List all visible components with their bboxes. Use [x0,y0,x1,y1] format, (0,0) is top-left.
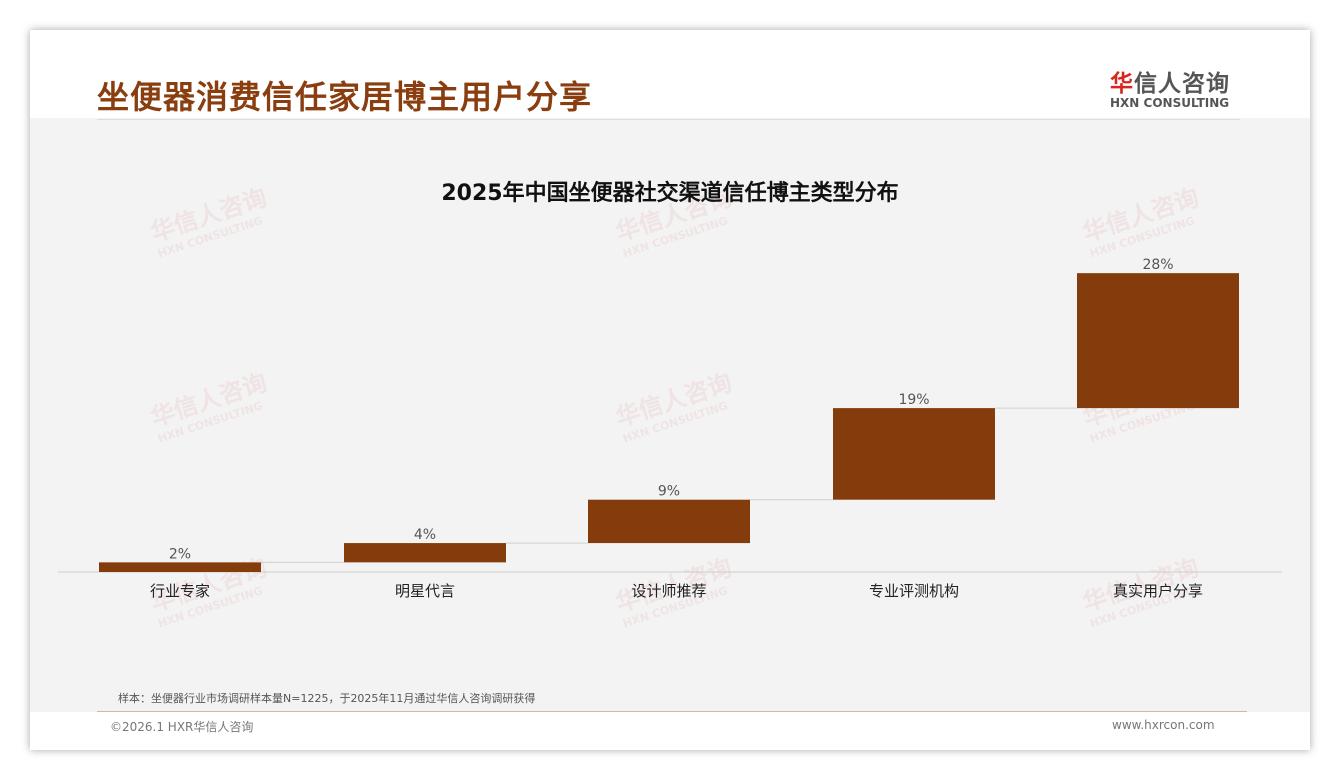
category-label: 专业评测机构 [869,582,959,600]
data-label: 2% [169,546,191,562]
logo-en: HXN CONSULTING [1110,96,1230,110]
logo-text: 信人咨询 [1134,71,1230,97]
category-label: 真实用户分享 [1113,582,1203,600]
footer-divider [97,711,1247,712]
content-area [30,118,1310,712]
logo-mark: 华 [1110,71,1134,97]
copyright: ©2026.1 HXR华信人咨询 [110,720,254,734]
data-label: 9% [658,484,680,500]
bar [99,562,261,572]
title-divider [97,119,1240,120]
bar [344,543,506,563]
data-label: 19% [898,392,929,408]
website-url: www.hxrcon.com [1112,718,1215,732]
page-title: 坐便器消费信任家居博主用户分享 [97,78,593,116]
bar [1077,273,1239,409]
sample-note: 样本：坐便器行业市场调研样本量N=1225，于2025年11月通过华信人咨询调研… [118,692,536,705]
bar [833,408,995,500]
data-label: 4% [414,527,436,543]
data-label: 28% [1142,257,1173,273]
logo: 华信人咨询 HXN CONSULTING [1110,64,1230,110]
category-label: 设计师推荐 [631,582,706,600]
category-label: 明星代言 [395,582,455,600]
category-label: 行业专家 [150,582,210,600]
bar [588,499,750,544]
chart-title: 2025年中国坐便器社交渠道信任博主类型分布 [441,180,898,206]
